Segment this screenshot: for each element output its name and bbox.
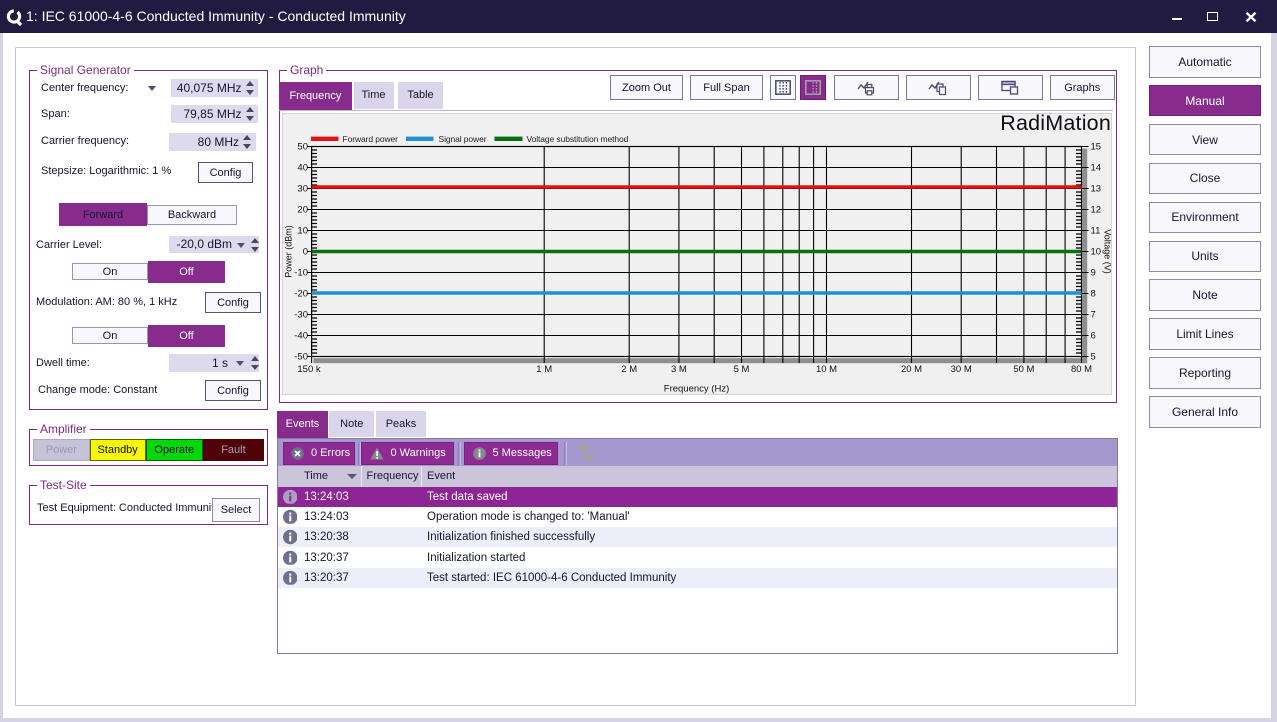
svg-text:30: 30 — [297, 184, 308, 195]
svg-text:30 M: 30 M — [951, 364, 972, 375]
svg-text:Frequency (Hz): Frequency (Hz) — [664, 384, 729, 395]
svg-text:12: 12 — [1091, 205, 1102, 216]
svg-text:50: 50 — [297, 142, 308, 153]
svg-text:0: 0 — [303, 247, 308, 258]
svg-text:3 M: 3 M — [671, 364, 687, 375]
svg-text:Power (dBm): Power (dBm) — [284, 225, 294, 278]
svg-text:50 M: 50 M — [1013, 364, 1034, 375]
svg-text:-10: -10 — [294, 268, 308, 279]
svg-text:RadiMation: RadiMation — [1000, 113, 1111, 135]
svg-text:150 k: 150 k — [297, 364, 320, 375]
svg-text:7: 7 — [1091, 310, 1096, 321]
svg-text:11: 11 — [1091, 226, 1101, 237]
svg-text:-50: -50 — [294, 352, 308, 363]
svg-text:80 M: 80 M — [1071, 364, 1092, 375]
svg-text:10: 10 — [297, 226, 308, 237]
svg-text:10 M: 10 M — [816, 364, 837, 375]
svg-text:5: 5 — [1091, 352, 1096, 363]
svg-text:9: 9 — [1091, 268, 1096, 279]
svg-text:Voltage (V): Voltage (V) — [1103, 229, 1113, 274]
svg-text:15: 15 — [1091, 142, 1102, 153]
svg-text:5 M: 5 M — [734, 364, 750, 375]
svg-text:2 M: 2 M — [621, 364, 637, 375]
svg-text:13: 13 — [1091, 184, 1102, 195]
svg-text:1 M: 1 M — [536, 364, 552, 375]
svg-text:14: 14 — [1091, 163, 1102, 174]
svg-text:Signal power: Signal power — [439, 134, 487, 144]
svg-text:6: 6 — [1091, 331, 1096, 342]
svg-text:Voltage substitution method: Voltage substitution method — [527, 134, 629, 144]
svg-text:Forward power: Forward power — [343, 134, 399, 144]
svg-text:-20: -20 — [294, 289, 308, 300]
svg-text:8: 8 — [1091, 289, 1096, 300]
svg-text:20: 20 — [297, 205, 308, 216]
svg-text:20 M: 20 M — [901, 364, 922, 375]
svg-text:-30: -30 — [294, 310, 308, 321]
svg-text:-40: -40 — [294, 331, 308, 342]
svg-text:40: 40 — [297, 163, 308, 174]
svg-text:10: 10 — [1091, 247, 1102, 258]
